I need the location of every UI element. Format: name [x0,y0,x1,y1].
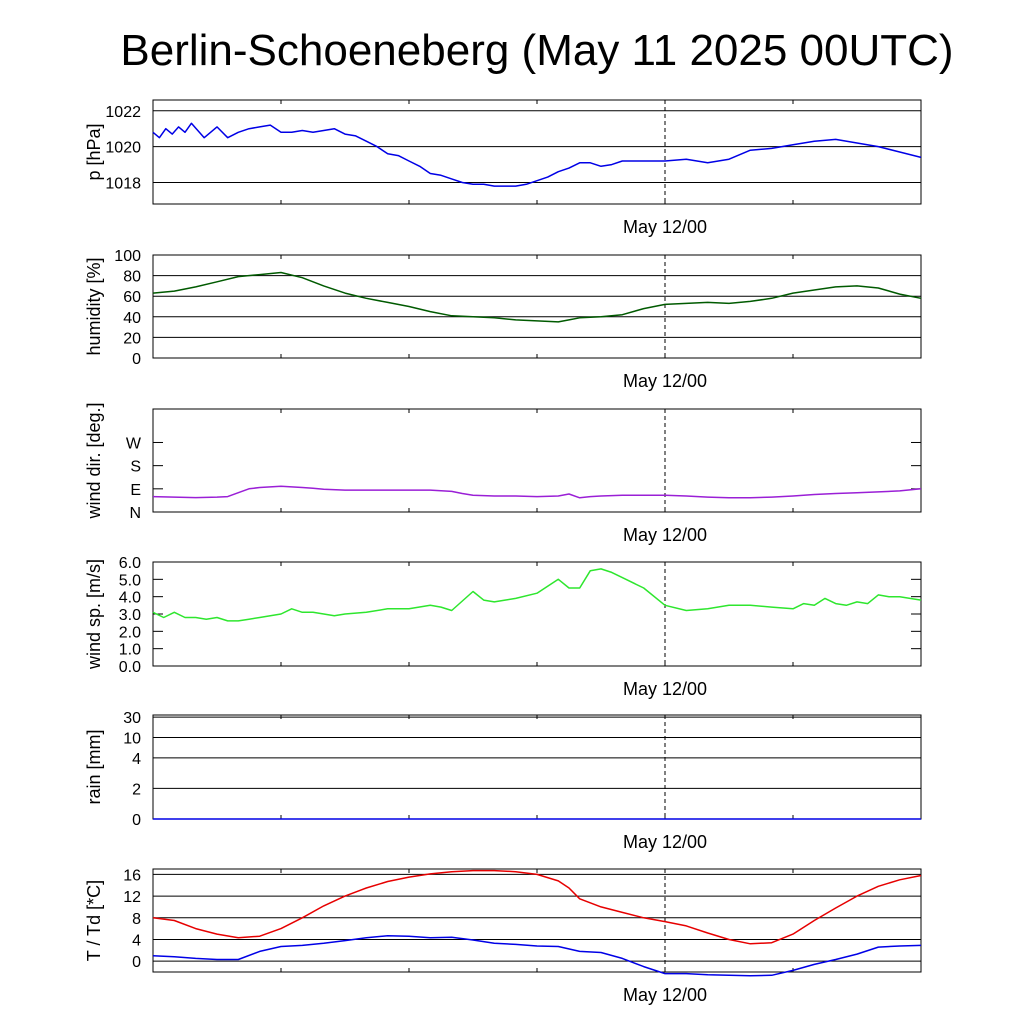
panel-3-ytick-label: 1.0 [119,642,141,659]
panel-4-ylabel: rain [mm] [84,729,104,804]
panel-3-ytick-label: 2.0 [119,624,141,641]
panel-0-ytick-label: 1022 [105,104,141,121]
panel-3-series-0-line [152,568,922,622]
panel-1-ytick-label: 100 [114,248,141,265]
panel-5-ytick-label: 0 [132,954,141,971]
panel-4-ytick-label: 0 [132,812,141,829]
panel-4-date-label: May 12/00 [623,832,707,852]
panel-1-ytick-label: 0 [132,351,141,368]
panel-1-date-label: May 12/00 [623,371,707,391]
panel-3-frame [152,561,922,667]
chart-title: Berlin-Schoeneberg (May 11 2025 00UTC) [120,26,954,75]
panel-3-ytick-label: 6.0 [119,555,141,572]
panel-4-frame [152,714,922,820]
panel-3-date-label: May 12/00 [623,679,707,699]
panel-3-ytick-label: 5.0 [119,572,141,589]
panel-5-date-label: May 12/00 [623,985,707,1005]
panel-0-ytick-label: 1018 [105,175,141,192]
panel-2-ytick-label: N [129,505,141,522]
panel-1-ytick-label: 60 [123,289,141,306]
panel-5-ytick-label: 16 [123,867,141,884]
panel-2-ytick-label: S [130,459,141,476]
panel-4-ytick-label: 10 [123,730,141,747]
panel-0-frame [152,99,922,205]
panel-4-ytick-label: 4 [132,751,141,768]
panel-5-ytick-label: 12 [123,889,141,906]
panel-5-frame [152,868,922,973]
panel-2-ytick-label: E [130,482,141,499]
panel-0-series-0-line [152,122,922,187]
panel-3-ytick-label: 4.0 [119,590,141,607]
panel-1-ylabel: humidity [%] [84,257,104,355]
panel-1-series-0-line [152,271,922,323]
panel-4-ytick-label: 30 [123,710,141,727]
panel-0-ytick-label: 1020 [105,140,141,157]
panel-2-series-0-line [152,485,922,499]
panel-2-ytick-label: W [126,435,142,452]
panel-5-ytick-label: 4 [132,932,141,949]
panel-5-series-0-line [152,869,922,945]
panel-5-ytick-label: 8 [132,911,141,928]
panel-3-ylabel: wind sp. [m/s] [84,559,104,670]
panel-5-series-1-line [152,934,922,977]
panel-1-ytick-label: 20 [123,330,141,347]
panel-0-date-label: May 12/00 [623,217,707,237]
panel-1-ytick-label: 80 [123,269,141,286]
panel-4-ytick-label: 2 [132,781,141,798]
panel-0-ylabel: p [hPa] [84,123,104,180]
panel-5-ylabel: T / Td [*C] [84,880,104,961]
panel-1-frame [152,254,922,359]
panel-2-date-label: May 12/00 [623,525,707,545]
panel-2-ylabel: wind dir. [deg.] [84,402,104,519]
panel-3-ytick-label: 3.0 [119,607,141,624]
panel-1-ytick-label: 40 [123,310,141,327]
panel-3-ytick-label: 0.0 [119,659,141,676]
